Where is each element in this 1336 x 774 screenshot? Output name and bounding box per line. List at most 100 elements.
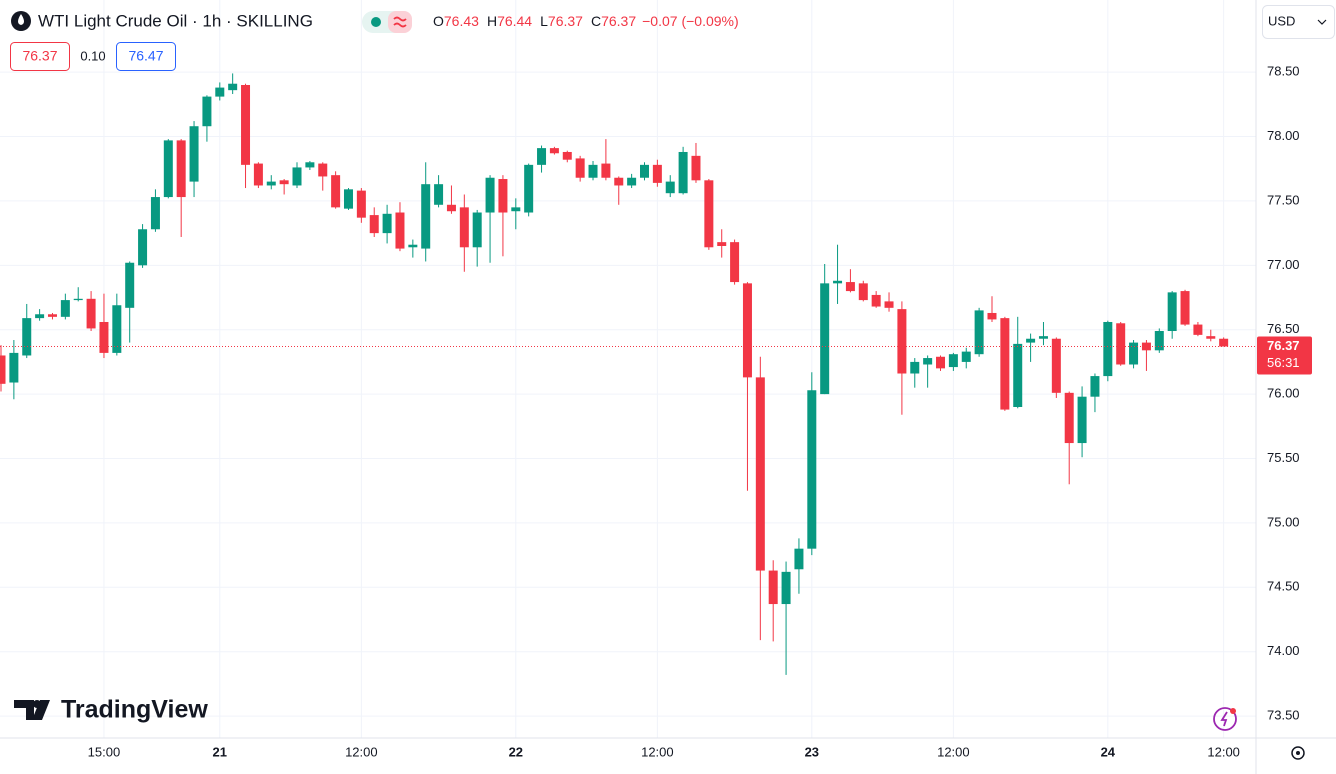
y-tick-label: 75.00	[1267, 514, 1300, 529]
candle-body	[820, 283, 830, 395]
candle-body	[742, 283, 752, 378]
candle-body	[768, 570, 778, 605]
x-tick-label: 15:00	[88, 744, 121, 759]
ohlc-key: H	[487, 13, 497, 29]
candle-body	[125, 262, 135, 308]
candle-body	[549, 148, 559, 154]
drop-icon	[18, 14, 24, 25]
spread: 0.10	[80, 48, 105, 63]
candle-body	[884, 301, 894, 308]
x-tick-label: 21	[213, 744, 227, 759]
candle-body	[356, 190, 366, 218]
candle-body	[781, 571, 791, 605]
ohlc-key: L	[540, 13, 548, 29]
x-tick-label: 12:00	[641, 744, 674, 759]
brand-name[interactable]: TradingView	[61, 696, 208, 724]
candle-body	[382, 213, 392, 234]
candle-body	[794, 548, 804, 570]
labels: 73.50 74.00 74.50 75.00 75.50 76.00 76.50 77.00…	[0, 64, 1312, 759]
currency-label[interactable]: USD	[1268, 13, 1295, 28]
candle-body	[150, 197, 160, 230]
y-tick-label: 76.50	[1267, 321, 1300, 336]
candle-body	[1026, 338, 1036, 343]
dropdown-caret	[1317, 19, 1327, 25]
candle-body	[47, 314, 57, 317]
ask-box[interactable]	[116, 42, 176, 71]
y-tick-label: 73.50	[1267, 708, 1300, 723]
news-dot	[1230, 708, 1236, 714]
candle-body	[1038, 336, 1048, 339]
candle-body	[369, 215, 379, 234]
candle-body	[485, 177, 495, 213]
settings-icon-center	[1296, 751, 1300, 755]
last-price-box	[1257, 336, 1312, 375]
y-tick-label: 74.00	[1267, 643, 1300, 658]
countdown-label: 56:31	[1267, 355, 1300, 370]
candle-body	[279, 180, 289, 185]
candle-body	[1077, 396, 1087, 444]
candle-body	[524, 164, 534, 213]
candle-body	[343, 189, 353, 209]
candle-body	[1206, 336, 1216, 339]
candle-body	[1129, 342, 1139, 365]
y-tick-label: 77.00	[1267, 257, 1300, 272]
candle-body	[691, 155, 701, 181]
candle-body	[807, 390, 817, 549]
candle-body	[614, 177, 624, 186]
settings-icon[interactable]	[1291, 746, 1305, 760]
candle-body	[1090, 376, 1100, 397]
symbol-title[interactable]: WTI Light Crude Oil · 1h · SKILLING	[38, 11, 313, 30]
candle-body	[176, 140, 186, 198]
x-tick-label: 22	[509, 744, 523, 759]
candle-body	[472, 212, 482, 248]
candle-body	[35, 314, 45, 319]
candle-body	[9, 352, 19, 383]
candle-body	[833, 280, 843, 284]
ohlc-values: O76.43 H76.44 L76.37 C76.37 −0.07 (−0.09%)	[433, 13, 739, 29]
candle-body	[292, 167, 302, 186]
ohlc-value: 76.43	[444, 13, 479, 29]
candle-body	[974, 310, 984, 355]
candle-body	[588, 164, 598, 178]
candle-body	[331, 175, 341, 208]
y-tick-label: 77.50	[1267, 192, 1300, 207]
candle-body	[1193, 324, 1203, 335]
delay-icon	[393, 16, 407, 28]
candle-body	[1154, 331, 1164, 351]
candle-body	[1167, 292, 1177, 332]
y-tick-label: 78.50	[1267, 64, 1300, 79]
candle-body	[678, 151, 688, 194]
x-tick-label: 12:00	[345, 744, 378, 759]
candle-body	[498, 179, 508, 213]
change-value: −0.07 (−0.09%)	[642, 13, 739, 29]
candle-body	[665, 181, 675, 194]
currency-button[interactable]	[1262, 5, 1335, 39]
news-icon[interactable]	[1213, 707, 1237, 731]
candle-body	[652, 164, 662, 183]
candle-body	[0, 355, 6, 384]
bid-price[interactable]: 76.37	[22, 48, 57, 64]
candle-body	[1103, 321, 1113, 377]
market-open-dot	[371, 17, 381, 27]
candle-body	[627, 177, 637, 186]
candle-body	[845, 282, 855, 292]
candle-body	[987, 312, 997, 320]
candle-body	[511, 207, 521, 212]
candle-body	[228, 83, 238, 91]
candle-body	[858, 283, 868, 301]
candle-body	[22, 318, 32, 356]
ask-price[interactable]: 76.47	[128, 48, 163, 64]
delay-badge[interactable]	[388, 11, 412, 33]
candle-body	[923, 358, 933, 365]
bid-box[interactable]	[10, 42, 70, 71]
candle-body	[601, 163, 611, 178]
candle-body	[189, 126, 199, 182]
candle-body	[138, 229, 148, 266]
candle-body	[961, 351, 971, 362]
brand-icon	[14, 700, 50, 720]
candle-body	[318, 163, 328, 177]
y-tick-label: 74.50	[1267, 579, 1300, 594]
candle-body	[60, 300, 70, 317]
